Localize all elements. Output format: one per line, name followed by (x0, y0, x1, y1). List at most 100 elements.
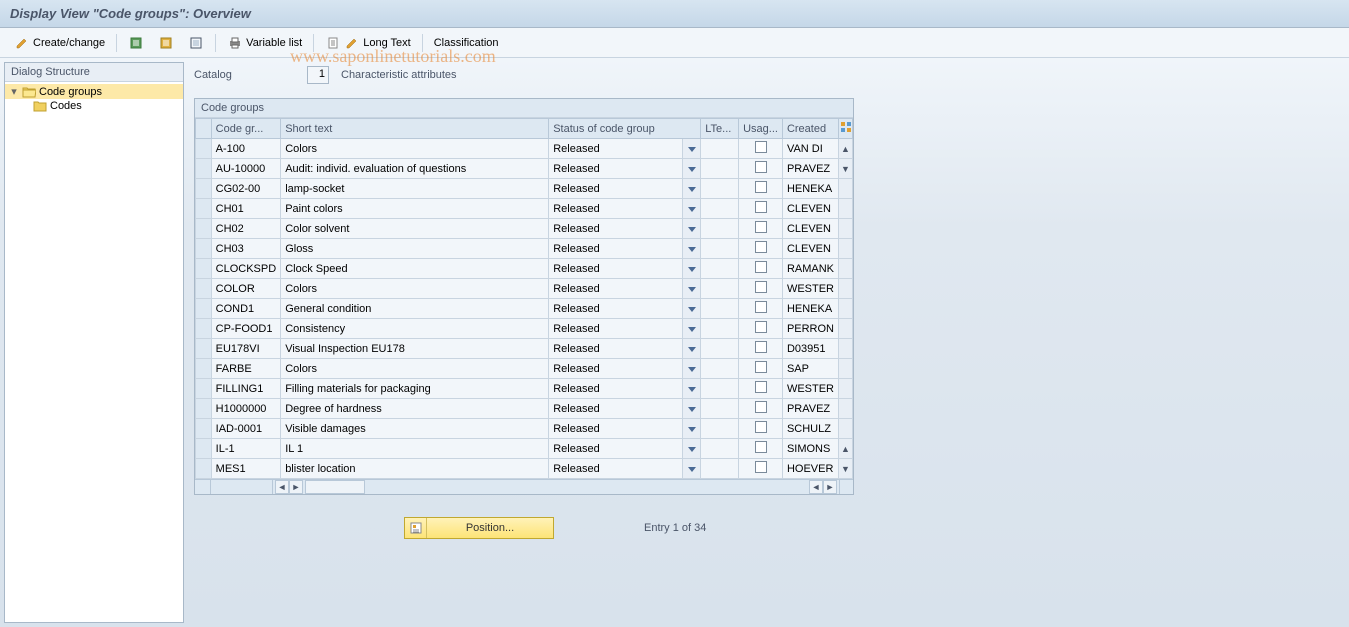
classification-button[interactable]: Classification (428, 33, 505, 53)
usage-checkbox[interactable] (755, 301, 767, 313)
cell-usage[interactable] (739, 299, 783, 319)
cell-code[interactable]: MES1 (211, 459, 281, 479)
row-selector-header[interactable] (196, 119, 212, 139)
cell-short-text[interactable]: Gloss (281, 239, 549, 259)
cell-status[interactable]: Released (549, 359, 683, 379)
usage-checkbox[interactable] (755, 421, 767, 433)
long-text-button[interactable]: Long Text (319, 31, 417, 55)
table-row[interactable]: COND1General conditionReleasedHENEKA (196, 299, 853, 319)
usage-checkbox[interactable] (755, 361, 767, 373)
usage-checkbox[interactable] (755, 281, 767, 293)
cell-usage[interactable] (739, 419, 783, 439)
table-row[interactable]: CP-FOOD1ConsistencyReleasedPERRON (196, 319, 853, 339)
cell-status[interactable]: Released (549, 239, 683, 259)
cell-short-text[interactable]: blister location (281, 459, 549, 479)
usage-checkbox[interactable] (755, 181, 767, 193)
cell-short-text[interactable]: General condition (281, 299, 549, 319)
row-selector[interactable] (196, 259, 212, 279)
cell-usage[interactable] (739, 439, 783, 459)
status-dropdown[interactable] (683, 239, 701, 259)
row-selector[interactable] (196, 159, 212, 179)
row-selector[interactable] (196, 139, 212, 159)
cell-short-text[interactable]: Consistency (281, 319, 549, 339)
usage-checkbox[interactable] (755, 461, 767, 473)
cell-code[interactable]: EU178VI (211, 339, 281, 359)
cell-lte[interactable] (701, 379, 739, 399)
cell-usage[interactable] (739, 459, 783, 479)
cell-usage[interactable] (739, 239, 783, 259)
cell-code[interactable]: CLOCKSPD (211, 259, 281, 279)
cell-short-text[interactable]: lamp-socket (281, 179, 549, 199)
row-selector[interactable] (196, 419, 212, 439)
table-row[interactable]: CH03GlossReleasedCLEVEN (196, 239, 853, 259)
tree-item-code-groups[interactable]: ▾ Code groups (5, 84, 183, 99)
cell-usage[interactable] (739, 199, 783, 219)
cell-lte[interactable] (701, 159, 739, 179)
cell-created[interactable]: CLEVEN (782, 239, 838, 259)
cell-code[interactable]: AU-10000 (211, 159, 281, 179)
cell-short-text[interactable]: Colors (281, 139, 549, 159)
row-selector[interactable] (196, 379, 212, 399)
cell-usage[interactable] (739, 139, 783, 159)
table-row[interactable]: CH01Paint colorsReleasedCLEVEN (196, 199, 853, 219)
position-button[interactable]: Position... (404, 517, 554, 539)
scroll-right-button-2[interactable]: ► (823, 480, 837, 494)
usage-checkbox[interactable] (755, 401, 767, 413)
table-row[interactable]: EU178VIVisual Inspection EU178ReleasedD0… (196, 339, 853, 359)
table-row[interactable]: MES1blister locationReleasedHOEVER▼ (196, 459, 853, 479)
row-selector[interactable] (196, 299, 212, 319)
cell-short-text[interactable]: Filling materials for packaging (281, 379, 549, 399)
select-all-button[interactable] (182, 31, 210, 55)
status-dropdown[interactable] (683, 319, 701, 339)
cell-lte[interactable] (701, 259, 739, 279)
cell-lte[interactable] (701, 279, 739, 299)
row-selector[interactable] (196, 339, 212, 359)
cell-lte[interactable] (701, 239, 739, 259)
cell-status[interactable]: Released (549, 299, 683, 319)
status-dropdown[interactable] (683, 399, 701, 419)
usage-checkbox[interactable] (755, 341, 767, 353)
row-selector[interactable] (196, 439, 212, 459)
cell-usage[interactable] (739, 219, 783, 239)
table-row[interactable]: COLORColorsReleasedWESTER (196, 279, 853, 299)
table-row[interactable]: CH02Color solventReleasedCLEVEN (196, 219, 853, 239)
scroll-up-icon[interactable]: ▲ (841, 144, 850, 154)
table-row[interactable]: FILLING1Filling materials for packagingR… (196, 379, 853, 399)
cell-lte[interactable] (701, 179, 739, 199)
cell-created[interactable]: PERRON (782, 319, 838, 339)
variable-list-button[interactable]: Variable list (221, 31, 308, 55)
cell-created[interactable]: SIMONS (782, 439, 838, 459)
cell-created[interactable]: SCHULZ (782, 419, 838, 439)
cell-short-text[interactable]: Paint colors (281, 199, 549, 219)
usage-checkbox[interactable] (755, 441, 767, 453)
cell-short-text[interactable]: Colors (281, 279, 549, 299)
cell-created[interactable]: HENEKA (782, 299, 838, 319)
status-dropdown[interactable] (683, 299, 701, 319)
cell-lte[interactable] (701, 199, 739, 219)
row-selector[interactable] (196, 279, 212, 299)
cell-created[interactable]: HENEKA (782, 179, 838, 199)
cell-status[interactable]: Released (549, 399, 683, 419)
cell-short-text[interactable]: Colors (281, 359, 549, 379)
table-row[interactable]: CLOCKSPDClock SpeedReleasedRAMANK (196, 259, 853, 279)
scroll-left-button-2[interactable]: ◄ (809, 480, 823, 494)
cell-lte[interactable] (701, 299, 739, 319)
row-selector[interactable] (196, 319, 212, 339)
cell-created[interactable]: CLEVEN (782, 219, 838, 239)
cell-status[interactable]: Released (549, 159, 683, 179)
cell-lte[interactable] (701, 459, 739, 479)
cell-code[interactable]: CH02 (211, 219, 281, 239)
cell-usage[interactable] (739, 179, 783, 199)
cell-usage[interactable] (739, 159, 783, 179)
row-selector[interactable] (196, 239, 212, 259)
cell-short-text[interactable]: Color solvent (281, 219, 549, 239)
cell-usage[interactable] (739, 359, 783, 379)
cell-usage[interactable] (739, 279, 783, 299)
status-dropdown[interactable] (683, 339, 701, 359)
row-selector[interactable] (196, 179, 212, 199)
catalog-value[interactable]: 1 (307, 66, 329, 84)
cell-usage[interactable] (739, 399, 783, 419)
table-row[interactable]: H1000000Degree of hardnessReleasedPRAVEZ (196, 399, 853, 419)
cell-status[interactable]: Released (549, 199, 683, 219)
cell-short-text[interactable]: Visible damages (281, 419, 549, 439)
